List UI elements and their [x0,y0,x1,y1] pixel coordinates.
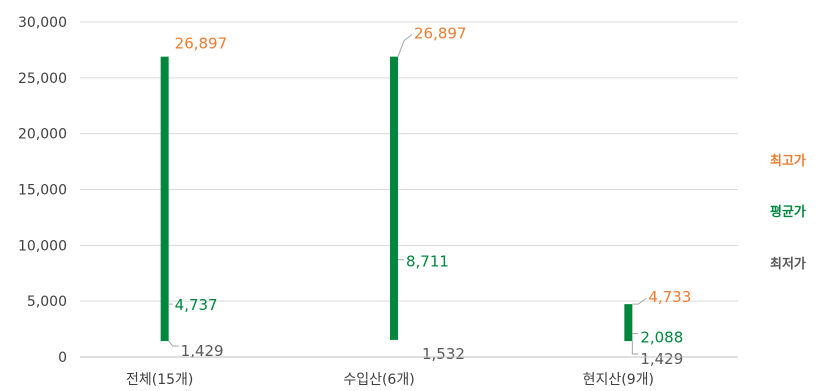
x-category-label: 전체(15개) [126,372,193,388]
y-tick-label: 25,000 [18,71,67,87]
y-tick-label: 0 [58,350,67,366]
y-tick-label: 5,000 [27,294,67,310]
range-bar [160,56,169,342]
y-tick-label: 15,000 [18,183,67,199]
y-tick-label: 30,000 [18,15,67,31]
range-bar [390,56,398,340]
y-tick-label: 20,000 [18,127,67,143]
legend-avg: 평균가 [770,205,806,220]
avg-value-label: 8,711 [406,253,449,271]
max-leader-line [632,297,647,305]
avg-value-label: 4,737 [175,296,218,314]
min-value-label: 1,429 [640,350,683,368]
avg-value-label: 2,088 [640,329,683,347]
x-category-label: 수입산(6개) [343,372,414,388]
legend-min: 최저가 [770,257,806,272]
max-value-label: 4,733 [648,288,691,306]
min-leader-line [631,341,639,355]
min-value-label: 1,532 [422,345,465,363]
range-bar [624,304,633,342]
legend-max: 최고가 [770,154,806,169]
x-category-label: 현지산(9개) [583,372,654,388]
max-value-label: 26,897 [414,25,467,43]
min-value-label: 1,429 [181,342,224,360]
min-leader-line [168,340,179,347]
max-value-label: 26,897 [175,35,228,53]
max-leader-line [397,34,413,57]
y-tick-label: 10,000 [18,238,67,254]
